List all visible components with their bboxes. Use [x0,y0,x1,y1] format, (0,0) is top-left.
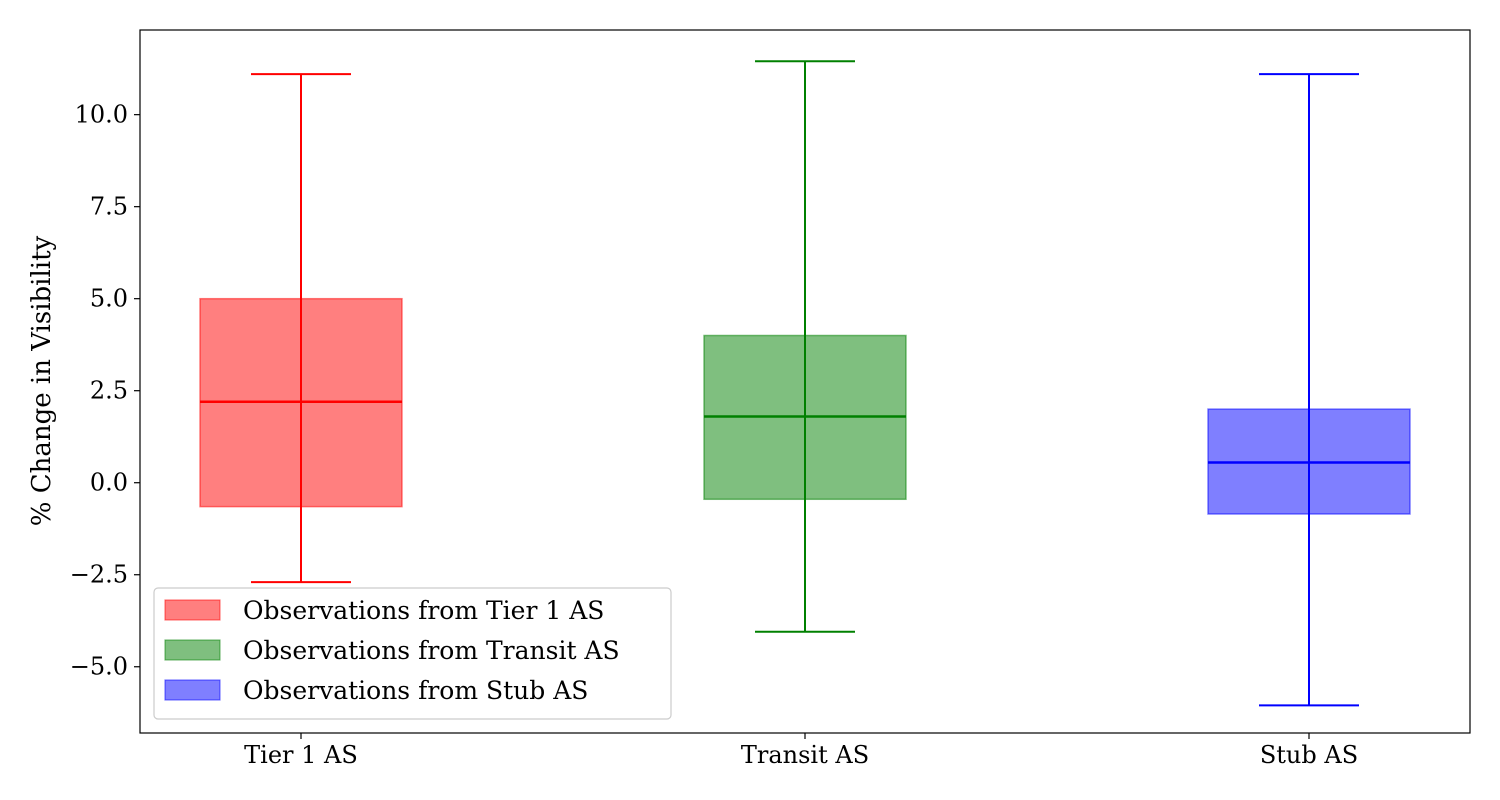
y-tick-label: −5.0 [70,653,128,681]
legend-swatch [164,679,221,701]
box-tier-1-as [199,73,403,584]
box-stub-as [1207,73,1411,707]
y-tick-label: 0.0 [90,469,128,497]
y-tick-label: 2.5 [90,377,128,405]
x-tick-label: Tier 1 AS [244,741,358,769]
legend-swatch [164,599,221,621]
y-axis-label: % Change in Visibility [27,235,57,526]
y-axis: −5.0 −2.5 0.0 2.5 5.0 7.5 10.0 [70,101,140,681]
legend: Observations from Tier 1 AS Observations … [153,587,672,720]
y-tick-label: 10.0 [75,101,128,129]
legend-label: Observations from Transit AS [243,636,620,665]
box-transit-as [703,60,907,633]
boxes-layer [199,60,1411,707]
y-tick-label: −2.5 [70,561,128,589]
legend-label: Observations from Stub AS [243,676,588,705]
x-tick-label: Transit AS [741,741,869,769]
y-tick-label: 5.0 [90,285,128,313]
legend-label: Observations from Tier 1 AS [243,596,604,625]
legend-swatch [164,639,221,661]
x-tick-label: Stub AS [1260,741,1358,769]
y-tick-label: 7.5 [90,193,128,221]
x-axis: Tier 1 AS Transit AS Stub AS [244,733,1358,769]
legend-frame [153,587,672,720]
